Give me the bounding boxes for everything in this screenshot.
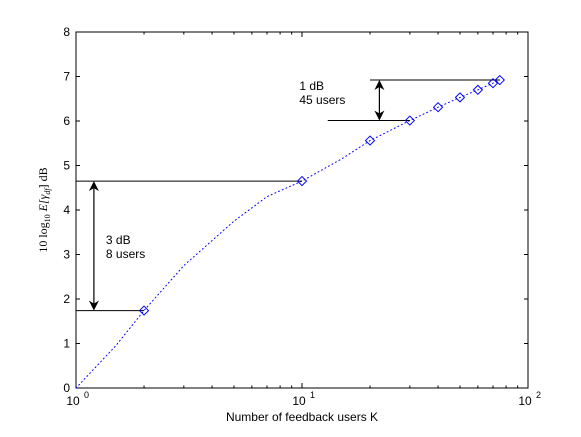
data-point xyxy=(138,305,150,316)
y-tick-label: 7 xyxy=(63,70,70,84)
y-tick-label: 8 xyxy=(63,25,70,39)
x-tick-exponent: 0 xyxy=(84,390,89,400)
x-tick-label: 10 xyxy=(292,394,306,408)
y-tick-label: 2 xyxy=(63,292,70,306)
axis-ticks xyxy=(75,31,529,389)
x-tick-exponent: 1 xyxy=(310,390,315,400)
y-tick-label: 3 xyxy=(63,248,70,262)
plot-area xyxy=(75,31,529,389)
annotation-text: 3 dB xyxy=(106,233,131,247)
data-points xyxy=(138,74,505,316)
x-tick-label: 10 xyxy=(518,394,532,408)
data-point xyxy=(472,84,484,96)
data-point xyxy=(454,92,466,103)
reference-lines xyxy=(76,79,500,312)
data-point xyxy=(432,101,444,113)
annotation-text: 8 users xyxy=(106,247,145,261)
y-tick-label: 0 xyxy=(63,381,70,395)
data-point xyxy=(364,135,376,146)
x-tick-label: 10 xyxy=(66,394,80,408)
data-point xyxy=(487,77,499,89)
annotation-text: 1 dB xyxy=(299,79,324,93)
x-tick-exponent: 2 xyxy=(536,390,541,400)
data-point xyxy=(494,74,505,86)
data-point xyxy=(296,175,308,187)
y-axis-label: 10 log10 E[γdf] dB xyxy=(36,167,52,252)
annotation-text: 45 users xyxy=(299,93,345,107)
x-axis-label: Number of feedback users K xyxy=(226,410,378,424)
y-tick-label: 4 xyxy=(63,203,70,217)
y-tick-label: 6 xyxy=(63,114,70,128)
data-point xyxy=(404,115,416,126)
y-tick-label: 5 xyxy=(63,159,70,173)
y-tick-label: 1 xyxy=(63,337,70,351)
